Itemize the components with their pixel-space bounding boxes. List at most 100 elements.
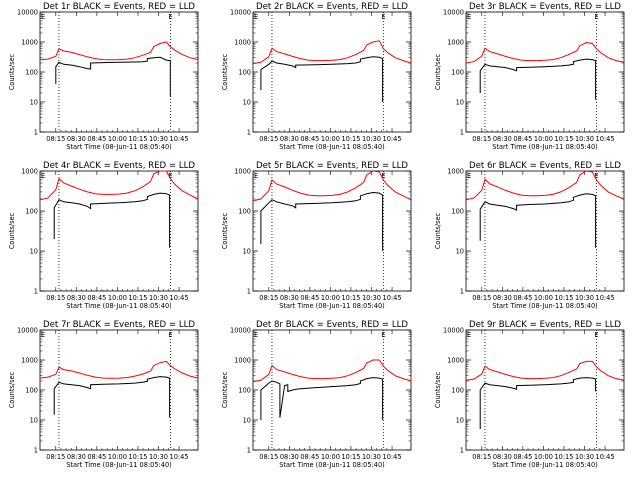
- lld-series-line: [465, 360, 625, 381]
- y-axis-label: Counts/sec: [434, 212, 442, 249]
- x-tick-label: 08:15: [46, 453, 65, 461]
- y-tick-label: 100: [25, 207, 38, 215]
- plot-title: Det 8r BLACK = Events, RED = LLD: [256, 320, 408, 330]
- x-tick-label: 08:15: [472, 453, 491, 461]
- lld-series-line: [465, 170, 625, 201]
- x-tick-label: 10:15: [128, 453, 147, 461]
- x-tick-label: 10:45: [170, 294, 189, 302]
- plot-panel-1: Det 1r BLACK = Events, RED = LLD 1 10 100 10…: [8, 2, 199, 151]
- y-tick-label: 1: [34, 128, 38, 136]
- y-tick-label: 1: [247, 446, 251, 454]
- y-tick-label: 10000: [443, 8, 464, 16]
- x-tick-label: 10:45: [170, 453, 189, 461]
- plot-panel-7: Det 7r BLACK = Events, RED = LLD 1 10 100 10…: [8, 320, 199, 469]
- y-tick-label: 1000: [21, 356, 38, 364]
- x-tick-label: 10:45: [383, 135, 402, 143]
- x-tick-label: 08:30: [67, 135, 86, 143]
- marker-label: E: [254, 331, 258, 339]
- lld-series-line: [39, 360, 199, 379]
- x-tick-label: 10:30: [149, 294, 168, 302]
- marker-label: E: [381, 13, 385, 21]
- lld-series-line: [252, 170, 412, 202]
- plot-title: Det 3r BLACK = Events, RED = LLD: [469, 2, 621, 12]
- marker-label: E: [467, 172, 471, 180]
- events-series-line: [55, 56, 171, 97]
- x-tick-label: 08:15: [259, 453, 278, 461]
- x-tick-label: 10:15: [554, 453, 573, 461]
- y-tick-label: 10: [456, 98, 464, 106]
- y-tick-label: 1000: [447, 356, 464, 364]
- marker-label: E: [594, 172, 598, 180]
- plot-frame: [465, 329, 625, 451]
- y-tick-label: 10: [456, 416, 464, 424]
- y-tick-label: 10000: [230, 326, 251, 334]
- y-tick-label: 10: [243, 98, 251, 106]
- plot-panel-5: Det 5r BLACK = Events, RED = LLD 1 10 100 10…: [221, 161, 412, 310]
- x-axis-label: Start Time (08-Jun-11 08:05:40): [279, 302, 385, 310]
- x-tick-label: 10:30: [575, 453, 594, 461]
- plot-frame: [252, 11, 412, 133]
- y-tick-label: 1000: [447, 38, 464, 46]
- y-tick-label: 100: [25, 386, 38, 394]
- lld-series-line: [465, 42, 625, 64]
- y-tick-label: 1000: [234, 38, 251, 46]
- y-tick-label: 1: [460, 128, 464, 136]
- y-axis-label: Counts/sec: [8, 53, 16, 90]
- x-axis-label: Start Time (08-Jun-11 08:05:40): [279, 143, 385, 151]
- y-tick-label: 10: [243, 416, 251, 424]
- events-series-line: [53, 192, 171, 248]
- x-tick-label: 10:30: [362, 135, 381, 143]
- y-tick-label: 100: [238, 386, 251, 394]
- y-tick-label: 1: [34, 287, 38, 295]
- x-tick-label: 10:45: [170, 135, 189, 143]
- x-tick-label: 08:15: [46, 135, 65, 143]
- marker-label: E: [594, 331, 598, 339]
- plot-title: Det 1r BLACK = Events, RED = LLD: [43, 2, 195, 12]
- x-tick-label: 10:15: [554, 294, 573, 302]
- x-axis-label: Start Time (08-Jun-11 08:05:40): [492, 143, 598, 151]
- x-tick-label: 08:30: [493, 453, 512, 461]
- y-tick-label: 1000: [21, 38, 38, 46]
- plot-frame: [465, 11, 625, 133]
- y-tick-label: 10: [30, 98, 38, 106]
- plot-frame: [39, 11, 199, 133]
- y-axis-label: Counts/sec: [221, 212, 229, 249]
- x-tick-label: 10:00: [108, 135, 127, 143]
- y-tick-label: 1000: [21, 167, 38, 175]
- plot-panel-8: Det 8r BLACK = Events, RED = LLD 1 10 100 10…: [221, 320, 412, 469]
- events-series-line: [479, 377, 597, 429]
- plot-panel-2: Det 2r BLACK = Events, RED = LLD 1 10 100 10…: [221, 2, 412, 151]
- y-tick-label: 1: [460, 287, 464, 295]
- marker-label: E: [168, 13, 172, 21]
- y-axis-label: Counts/sec: [8, 212, 16, 249]
- y-tick-label: 100: [451, 68, 464, 76]
- y-tick-label: 10000: [230, 8, 251, 16]
- x-tick-label: 08:30: [280, 294, 299, 302]
- x-tick-label: 08:45: [513, 453, 532, 461]
- y-tick-label: 10000: [17, 326, 38, 334]
- x-tick-label: 10:45: [596, 135, 615, 143]
- y-axis-label: Counts/sec: [8, 371, 16, 408]
- y-tick-label: 1: [460, 446, 464, 454]
- events-series-line: [260, 56, 384, 102]
- x-tick-label: 10:45: [596, 453, 615, 461]
- x-axis-label: Start Time (08-Jun-11 08:05:40): [492, 302, 598, 310]
- x-tick-label: 08:30: [280, 453, 299, 461]
- lld-series-line: [252, 359, 412, 383]
- y-tick-label: 1: [247, 128, 251, 136]
- plot-panel-6: Det 6r BLACK = Events, RED = LLD 1 10 100 10…: [434, 161, 625, 310]
- x-tick-label: 10:00: [534, 135, 553, 143]
- y-tick-label: 100: [238, 68, 251, 76]
- marker-label: E: [41, 331, 45, 339]
- y-tick-label: 10: [243, 247, 251, 255]
- y-tick-label: 1: [34, 446, 38, 454]
- marker-label: E: [594, 13, 598, 21]
- x-tick-label: 08:45: [87, 453, 106, 461]
- x-tick-label: 10:45: [383, 453, 402, 461]
- events-series-line: [260, 191, 384, 251]
- plot-title: Det 5r BLACK = Events, RED = LLD: [256, 161, 408, 171]
- y-tick-label: 1000: [447, 167, 464, 175]
- x-axis-label: Start Time (08-Jun-11 08:05:40): [66, 302, 172, 310]
- x-tick-label: 08:30: [67, 294, 86, 302]
